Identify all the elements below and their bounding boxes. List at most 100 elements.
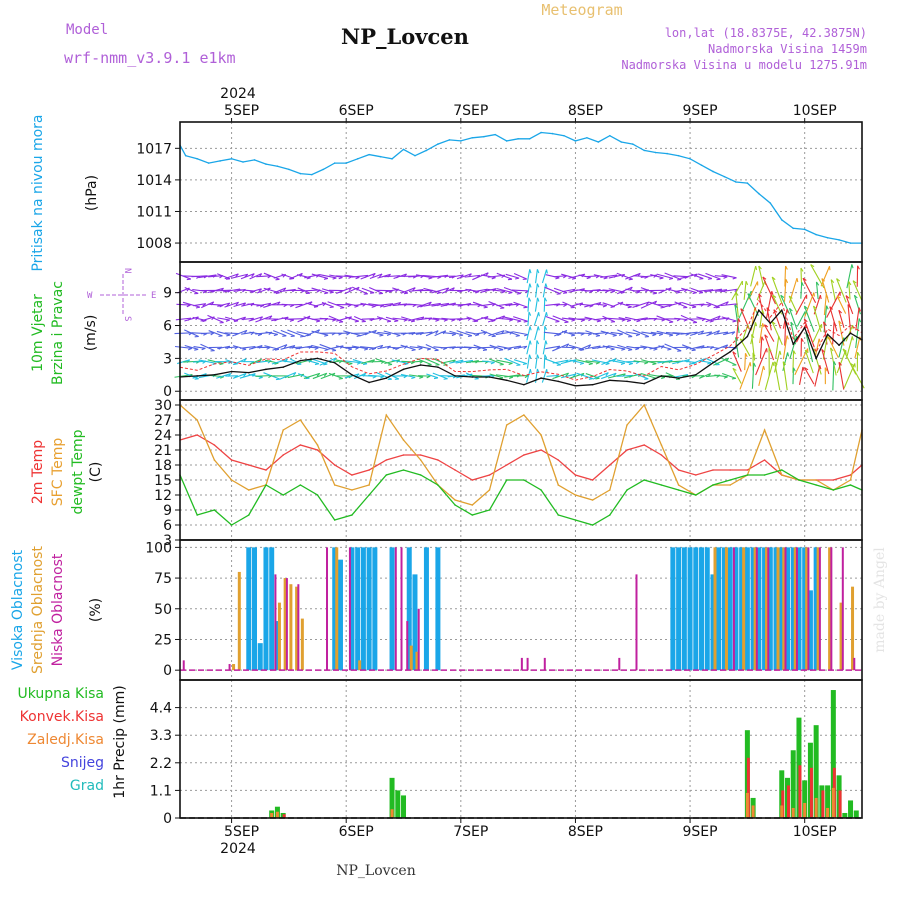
wind-arrow-head (716, 278, 721, 281)
wind-arrow (225, 346, 239, 349)
wind-panel (174, 264, 865, 391)
wind-arrow-head (372, 273, 376, 277)
wind-arrow-head (755, 265, 758, 271)
wind-arrow (513, 272, 527, 280)
wind-arrow-head (586, 276, 591, 280)
wind-arrow-head (827, 336, 832, 340)
pressure-line-point (723, 175, 726, 178)
pressure-unit: (hPa) (84, 175, 100, 211)
temp-line-1-point (368, 484, 370, 486)
temp-line-0-point (282, 454, 284, 456)
pressure-line-point (460, 140, 462, 142)
pressure-tick-label: 1008 (136, 236, 172, 252)
wind-arrow-head (468, 347, 473, 350)
wind-arrow (633, 317, 648, 321)
wind-arrow-head (347, 304, 352, 308)
wind-arrow (543, 354, 546, 369)
wind-arrow-head (802, 366, 805, 371)
wind-arrow (513, 359, 528, 365)
wind-arrow-head (370, 292, 375, 294)
wind-arrow (593, 317, 608, 321)
wind-arrow (535, 283, 538, 298)
wind-arrow (845, 324, 854, 342)
wind-arrow (759, 323, 764, 344)
wind-arrow (815, 281, 819, 300)
wind-arrow-head (386, 320, 392, 323)
wind-arrow-head (354, 320, 359, 323)
wind-arrow-head (603, 277, 608, 280)
pressure-line-point (322, 168, 325, 171)
wind-arrow (836, 295, 847, 314)
cloud-bar (348, 547, 351, 671)
wind-arrow (626, 345, 640, 349)
wind-arrow (174, 332, 193, 335)
wind-arrow (577, 332, 592, 335)
cloud-bar (773, 547, 779, 671)
temp-line-0-point (643, 444, 646, 446)
wind-arrow (569, 359, 584, 364)
wind-arrow-head (445, 287, 450, 292)
wind-arrow-head (613, 372, 617, 377)
cloud-bar (784, 547, 787, 671)
cloud-bar (733, 547, 739, 671)
cloud-bar (816, 547, 820, 671)
wind-arrow-head (404, 362, 409, 366)
wind-arrow-head (233, 320, 239, 323)
wind-arrow-head (355, 346, 360, 350)
precip-bar (746, 757, 750, 818)
wind-arrow-head (644, 276, 649, 279)
wind-arrow (821, 278, 830, 303)
wind-arrow (775, 336, 780, 359)
pressure-line-point (391, 158, 393, 160)
pressure-line-point (803, 228, 806, 231)
cloud-bar (389, 547, 395, 671)
temp-line-2-point (230, 524, 233, 526)
wind-arrow (535, 269, 538, 284)
wind-arrow (312, 372, 327, 380)
year-label-bottom: 2024 (220, 841, 256, 857)
pressure-line-point (184, 154, 187, 157)
wind-arrow (640, 300, 657, 309)
cloud-bar (851, 586, 855, 671)
wind-arrow (391, 359, 409, 364)
wind-arrow-head (386, 333, 391, 337)
station-title: NP_Lovcen (341, 24, 469, 49)
wind-arrow (665, 360, 681, 363)
wind-arrow-head (571, 347, 576, 350)
wind-arrow-head (848, 281, 852, 286)
wind-arrow-head (529, 340, 532, 345)
wind-arrow (697, 331, 712, 335)
temp-line-1-point (540, 434, 542, 436)
wind-speed-line-point (574, 384, 577, 387)
cloud-title-3: Niska Oblacnost (50, 553, 66, 666)
temp-line-2-point (282, 494, 284, 496)
precip-legend-item: Snijeg (61, 755, 104, 771)
pressure-line-point (345, 162, 348, 164)
wind-tick-label: 6 (163, 319, 172, 335)
temp-tick-label: 15 (154, 473, 172, 489)
wind-arrow (201, 301, 214, 309)
wind-arrow-head (652, 363, 657, 366)
wind-arrow-head (556, 345, 561, 350)
temp-tick-label: 3 (163, 533, 172, 549)
temp-line-2-point (454, 504, 456, 506)
wind-arrow-head (851, 264, 854, 269)
wind-arrow (648, 301, 665, 308)
wind-arrow-head (323, 277, 328, 280)
wind-arrow-head (661, 376, 666, 380)
wind-arrow-head (201, 347, 206, 351)
wind-arrow-head (515, 335, 520, 337)
wind-arrow-head (675, 333, 680, 336)
pressure-line-point (437, 143, 439, 145)
wind-arrow (415, 331, 433, 335)
wind-arrow-head (732, 367, 737, 371)
wind-arrow (449, 330, 464, 336)
temp-line-1-point (454, 499, 456, 501)
cloud-bar (526, 657, 529, 671)
wind-arrow-head (426, 375, 431, 379)
wind-arrow-head (371, 347, 377, 351)
wind-arrow (369, 273, 383, 279)
grid-layer (180, 122, 862, 819)
wind-arrow-head (833, 321, 837, 326)
wind-arrow-head (348, 287, 353, 291)
